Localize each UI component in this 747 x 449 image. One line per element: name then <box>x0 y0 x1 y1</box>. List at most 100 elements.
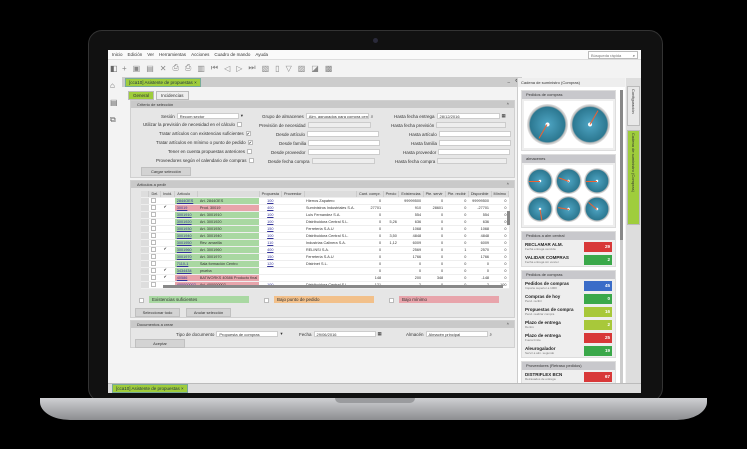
grid-icon[interactable]: ▥ <box>197 63 205 73</box>
column-header[interactable]: Mínimo <box>491 191 509 198</box>
incid-cell[interactable] <box>160 218 175 226</box>
table-row[interactable]: ✔ 3434434 prueba 0 0 0 0 0 0 <box>141 267 509 275</box>
table-row[interactable]: 600 Art. 600 100 RELINSI S.A. 0 3,00 0 0… <box>141 288 509 289</box>
column-header[interactable]: Cant. compr. <box>356 191 384 198</box>
horizontal-scrollbar[interactable] <box>163 285 503 288</box>
del-cell[interactable] <box>148 288 161 289</box>
table-row[interactable]: ✔ 40586 BATWORKS 40586 Producto final 14… <box>141 274 509 282</box>
hasta-familia-field[interactable] <box>439 140 512 146</box>
cant-cell[interactable]: 0 <box>356 260 384 268</box>
almacen-field[interactable]: Almacén principal <box>425 331 488 337</box>
desde-proveedor-field[interactable] <box>307 149 380 155</box>
article-code[interactable]: 3001920 <box>174 218 198 226</box>
article-code[interactable]: 3001960 <box>174 246 198 254</box>
select-all-button[interactable]: Seleccionar todo <box>135 308 180 317</box>
row-selector[interactable] <box>141 246 149 254</box>
column-header[interactable]: Precio <box>383 191 400 198</box>
kpi-item[interactable]: Aleurogalador Servir a alm. segundo 19 <box>522 344 615 357</box>
table-row[interactable]: 3001930 Art. 3001930 150 Ferretería S.A.… <box>141 225 509 233</box>
cant-cell[interactable]: 0 <box>356 246 384 254</box>
legend-checkbox[interactable] <box>389 298 394 303</box>
cant-cell[interactable]: 148 <box>356 274 384 282</box>
save-as-icon[interactable]: ▤ <box>146 63 154 73</box>
desde-fecha-field[interactable] <box>311 158 375 164</box>
proveedores-checkbox[interactable] <box>248 158 254 163</box>
search-icon[interactable]: ⌕ <box>370 113 374 119</box>
del-cell[interactable] <box>148 204 161 212</box>
del-cell[interactable] <box>148 211 161 219</box>
cant-cell[interactable]: 0 <box>356 218 384 226</box>
print-icon[interactable]: ⎙ <box>172 63 179 72</box>
article-code[interactable]: 2844OES <box>174 197 198 205</box>
del-cell[interactable] <box>148 239 161 247</box>
article-code[interactable]: 600 <box>174 288 198 289</box>
collapse-icon[interactable]: ˄ <box>506 101 509 106</box>
row-selector[interactable] <box>141 239 149 247</box>
incid-cell[interactable]: ✔ <box>160 246 175 254</box>
doc-icon[interactable]: ▯ <box>275 63 280 73</box>
legend-checkbox[interactable] <box>139 298 144 303</box>
row-selector[interactable] <box>141 218 149 226</box>
cant-cell[interactable]: 0 <box>356 288 384 289</box>
column-header[interactable]: Propuesta <box>259 191 282 198</box>
incid-cell[interactable] <box>160 239 175 247</box>
kpi-item[interactable]: Pedidos de compras Importe superior a 100… <box>522 279 615 292</box>
attach-icon[interactable]: ▨ <box>297 63 306 73</box>
note-icon[interactable]: ◪ <box>311 63 319 73</box>
tab-configuracion[interactable]: Configuración <box>627 86 640 126</box>
del-cell[interactable] <box>148 274 161 282</box>
hasta-prevision-field[interactable] <box>436 122 507 128</box>
del-cell[interactable] <box>148 281 161 289</box>
documents-icon[interactable]: ▤ <box>110 98 118 107</box>
aceptar-button[interactable]: Aceptar <box>135 339 185 348</box>
collapse-icon[interactable]: ˄ <box>506 181 509 186</box>
incid-cell[interactable] <box>160 232 175 240</box>
tab-general[interactable]: General <box>128 91 155 100</box>
row-selector[interactable] <box>141 232 149 240</box>
row-selector[interactable] <box>141 267 149 275</box>
article-code[interactable]: 3001970 <box>174 253 198 261</box>
table-row[interactable]: ✔ 3001960 Art. 3001960 400 RELINSI S.A. … <box>141 246 509 254</box>
incid-cell[interactable] <box>160 253 175 261</box>
cant-cell[interactable]: 0 <box>356 225 384 233</box>
last-icon[interactable]: ⏭ <box>248 63 256 72</box>
proposal-cell[interactable]: 110 <box>259 239 282 247</box>
minimize-icon[interactable]: _ <box>507 78 510 83</box>
table-row[interactable]: 3001940 Art. 3001940 100 Distribuidora C… <box>141 232 509 240</box>
kpi-item[interactable]: VALIDAR COMPRAS Fecha entrega sin vencer 2 <box>522 253 615 266</box>
row-selector[interactable] <box>141 274 149 282</box>
table-row[interactable]: 3001950 Rev. amarilla 110 Industrias Cal… <box>141 239 509 247</box>
article-code[interactable]: 3434434 <box>174 267 198 275</box>
hasta-proveedor-field[interactable] <box>438 149 511 155</box>
del-cell[interactable] <box>148 246 161 254</box>
table-row[interactable]: ✔ 30019 Prod. 30019 400 Suministros Indu… <box>141 204 509 212</box>
cant-cell[interactable]: 0 <box>356 211 384 219</box>
incid-cell[interactable]: ✔ <box>160 267 175 275</box>
proposal-cell[interactable]: 100 <box>259 197 282 205</box>
table-row[interactable]: 3001910 Art. 3001910 100 Luis Fernandez … <box>141 211 509 219</box>
tratar-exist-checkbox[interactable]: ✔ <box>245 131 251 136</box>
next-icon[interactable]: ▷ <box>236 63 243 73</box>
cant-cell[interactable]: 0 <box>356 232 384 240</box>
cant-cell[interactable]: 0 <box>356 239 384 247</box>
row-selector[interactable] <box>141 197 149 205</box>
kpi-item[interactable]: Compras de hoy Pend. recibir 0 <box>522 292 615 305</box>
column-header[interactable]: Artículo <box>174 191 199 198</box>
del-cell[interactable] <box>148 197 161 205</box>
quick-search-input[interactable]: Búsqueda rápida ⌕ <box>588 51 638 59</box>
cant-cell[interactable]: 0 <box>356 267 384 275</box>
column-header[interactable]: Del. <box>148 191 162 198</box>
proposal-cell[interactable]: 120 <box>259 260 282 268</box>
row-selector[interactable] <box>141 288 149 289</box>
tener-checkbox[interactable] <box>247 149 253 154</box>
cant-cell[interactable]: 0 <box>356 253 384 261</box>
column-header[interactable]: Existencias <box>398 191 424 198</box>
collapse-icon[interactable]: ˄ <box>506 321 509 326</box>
kpi-item[interactable]: Plazo de entrega Dentro 2 <box>522 318 615 331</box>
column-header[interactable] <box>197 191 260 198</box>
table-row[interactable]: 7110-1 Sala formación Centro 120 Distrin… <box>141 260 509 268</box>
incid-cell[interactable] <box>160 288 175 289</box>
article-code[interactable]: 7110-1 <box>174 260 198 268</box>
kpi-item[interactable]: Propuestas de compra Pend. realizar compr… <box>522 305 615 318</box>
article-code[interactable]: 40586 <box>174 274 198 282</box>
